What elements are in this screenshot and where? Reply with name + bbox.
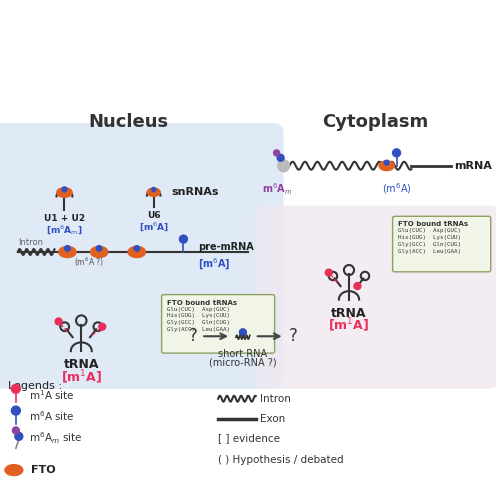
Text: Legends :: Legends : (8, 381, 62, 391)
Circle shape (392, 149, 400, 157)
Ellipse shape (90, 246, 108, 258)
Circle shape (64, 246, 70, 251)
Text: Cytoplasm: Cytoplasm (322, 113, 428, 131)
Text: His(GUG)  Lys(CUU): His(GUG) Lys(CUU) (166, 314, 230, 318)
Text: Intron: Intron (18, 238, 43, 247)
Text: His(GUG)  Lys(CUU): His(GUG) Lys(CUU) (398, 235, 460, 240)
Text: FTO: FTO (30, 465, 56, 475)
Text: m$^6$A$_m$ site: m$^6$A$_m$ site (29, 430, 82, 446)
Text: Gly(ACC)  Leu(GAA): Gly(ACC) Leu(GAA) (398, 249, 460, 254)
FancyBboxPatch shape (392, 216, 491, 272)
Text: ?: ? (188, 328, 198, 345)
Circle shape (277, 154, 284, 162)
Ellipse shape (58, 246, 76, 258)
Text: m$^6$A$_m$: m$^6$A$_m$ (262, 182, 293, 197)
Circle shape (384, 160, 389, 165)
Text: mRNA: mRNA (454, 160, 492, 170)
Text: [m$^1$A]: [m$^1$A] (328, 316, 370, 334)
Circle shape (62, 187, 67, 192)
Circle shape (99, 323, 105, 330)
Text: [m$^6$A$_m$]: [m$^6$A$_m$] (46, 223, 83, 236)
FancyBboxPatch shape (256, 206, 500, 389)
Text: Gly(GCC)  Gln(CUG): Gly(GCC) Gln(CUG) (166, 320, 230, 326)
Circle shape (354, 282, 361, 290)
Text: Gly(GCC)  Gln(CUG): Gly(GCC) Gln(CUG) (398, 242, 460, 247)
Text: (micro-RNA ?): (micro-RNA ?) (209, 357, 276, 367)
Circle shape (326, 269, 332, 276)
Ellipse shape (379, 161, 394, 170)
Circle shape (134, 246, 140, 251)
Circle shape (55, 318, 62, 325)
Text: ( ) Hypothesis / debated: ( ) Hypothesis / debated (218, 455, 344, 465)
Text: (m$^6$A): (m$^6$A) (382, 182, 412, 196)
Text: (m$^6$A ?): (m$^6$A ?) (74, 256, 104, 270)
Circle shape (12, 427, 20, 434)
Text: [ ] evidence: [ ] evidence (218, 434, 280, 444)
Text: Intron: Intron (260, 394, 290, 404)
Circle shape (96, 246, 102, 251)
Ellipse shape (57, 188, 72, 198)
Circle shape (15, 432, 23, 440)
Circle shape (152, 188, 156, 192)
FancyBboxPatch shape (162, 294, 274, 353)
Text: FTO bound tRNAs: FTO bound tRNAs (398, 221, 468, 227)
Circle shape (12, 384, 20, 394)
Circle shape (12, 406, 20, 415)
Text: short RNA: short RNA (218, 349, 268, 359)
Text: Nucleus: Nucleus (89, 113, 169, 131)
Circle shape (278, 160, 289, 172)
Text: [m$^6$A]: [m$^6$A] (138, 220, 169, 233)
Text: [m$^6$A]: [m$^6$A] (198, 257, 231, 272)
Text: Glu(CUC)  Asp(GUC): Glu(CUC) Asp(GUC) (166, 306, 230, 312)
Circle shape (240, 329, 246, 336)
Text: snRNAs: snRNAs (172, 186, 219, 196)
Circle shape (274, 150, 280, 156)
Circle shape (180, 235, 188, 243)
Ellipse shape (147, 188, 160, 196)
Text: tRNA: tRNA (64, 358, 99, 371)
Ellipse shape (233, 330, 253, 342)
FancyBboxPatch shape (0, 123, 284, 389)
Ellipse shape (5, 464, 23, 475)
Text: pre-mRNA: pre-mRNA (198, 242, 254, 252)
Text: m$^1$A site: m$^1$A site (29, 388, 74, 402)
Text: Glu(CUC)  Asp(GUC): Glu(CUC) Asp(GUC) (398, 228, 460, 233)
Text: Gly(ACC)  Leu(GAA): Gly(ACC) Leu(GAA) (166, 328, 230, 332)
Ellipse shape (128, 246, 146, 258)
Text: Exon: Exon (260, 414, 285, 424)
Text: m$^6$A site: m$^6$A site (29, 410, 74, 424)
Text: U6: U6 (147, 212, 160, 220)
Text: U1 + U2: U1 + U2 (44, 214, 85, 224)
Text: [m$^1$A]: [m$^1$A] (60, 368, 102, 386)
Text: tRNA: tRNA (331, 306, 366, 320)
Text: ?: ? (288, 328, 298, 345)
Text: FTO bound tRNAs: FTO bound tRNAs (166, 300, 236, 306)
